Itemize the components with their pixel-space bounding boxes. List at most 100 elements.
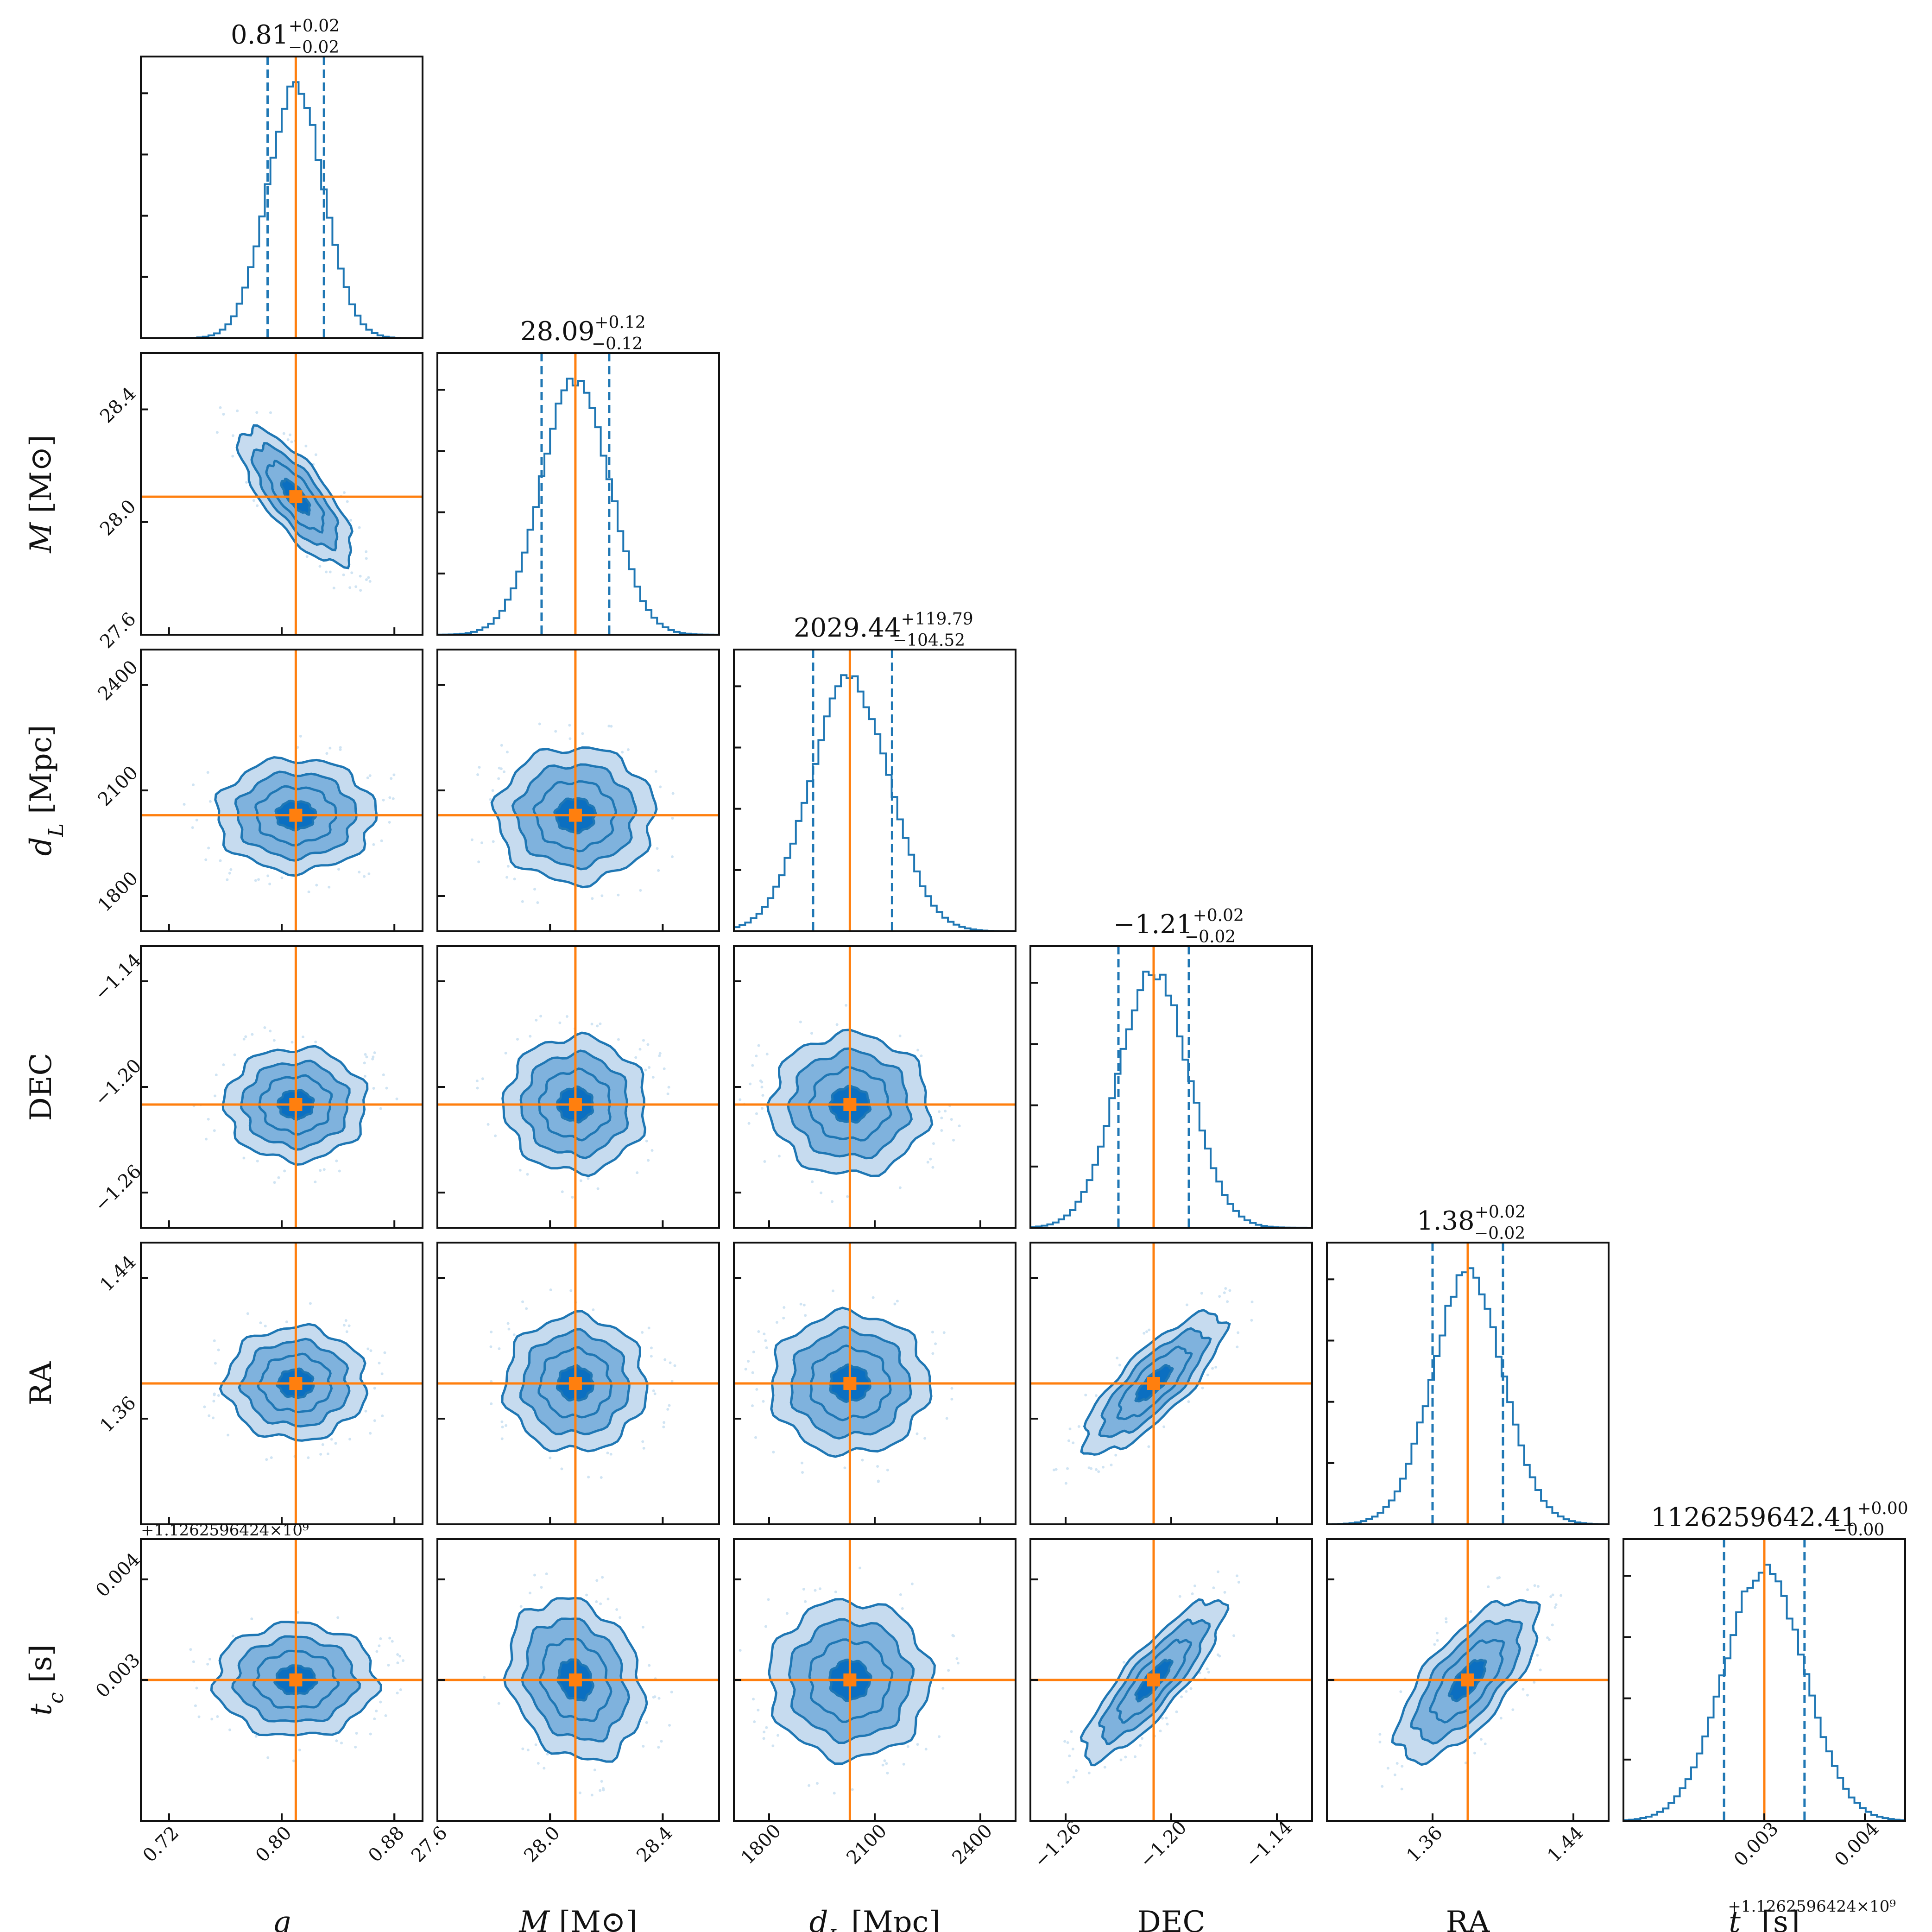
sample-point bbox=[1070, 1730, 1073, 1733]
sample-point bbox=[307, 890, 310, 894]
sample-point bbox=[1395, 1762, 1399, 1765]
sample-point bbox=[606, 1597, 610, 1601]
sample-point bbox=[1217, 1570, 1220, 1573]
sample-point bbox=[1066, 1467, 1069, 1470]
sample-point bbox=[595, 1579, 599, 1582]
sample-point bbox=[1147, 1445, 1150, 1448]
sample-point bbox=[268, 882, 271, 885]
sample-point bbox=[314, 1040, 317, 1043]
sample-point bbox=[395, 1097, 398, 1100]
sample-point bbox=[554, 730, 557, 733]
sample-point bbox=[558, 1021, 562, 1024]
title-DEC: −1.21+0.02 bbox=[1113, 906, 1244, 940]
sample-point bbox=[1218, 1295, 1221, 1298]
DEC-axis-label: DEC bbox=[24, 1053, 58, 1121]
truth-marker bbox=[289, 1673, 303, 1686]
sample-point bbox=[344, 1319, 347, 1322]
y-tick-label: −1.26 bbox=[90, 1161, 145, 1216]
x-tick-label: 1.44 bbox=[1543, 1822, 1588, 1867]
sample-point bbox=[951, 1634, 954, 1637]
sample-point bbox=[379, 1107, 382, 1110]
sample-point bbox=[645, 1721, 648, 1724]
sample-point bbox=[378, 1644, 381, 1648]
title-median-dL: 2029.44 bbox=[794, 613, 901, 643]
sample-point bbox=[1087, 1466, 1091, 1470]
x-tick-label: 28.4 bbox=[632, 1822, 677, 1867]
sample-point bbox=[536, 901, 539, 904]
sample-point bbox=[920, 1054, 923, 1057]
sample-point bbox=[363, 1061, 366, 1065]
sample-point bbox=[489, 1345, 492, 1348]
title-minus-tc: −0.00 bbox=[1833, 1521, 1884, 1540]
x-tick-label: −1.14 bbox=[1241, 1817, 1296, 1872]
sample-point bbox=[1237, 1580, 1240, 1584]
sample-point bbox=[385, 1086, 388, 1090]
sample-point bbox=[396, 1653, 399, 1656]
sample-point bbox=[503, 770, 506, 773]
truth-marker bbox=[289, 1377, 303, 1390]
sample-point bbox=[747, 1360, 750, 1363]
truth-marker bbox=[1147, 1673, 1160, 1686]
sample-point bbox=[1201, 1386, 1204, 1389]
sample-point bbox=[497, 777, 500, 780]
sample-point bbox=[195, 1686, 198, 1690]
sample-point bbox=[1189, 1687, 1193, 1690]
sample-point bbox=[1101, 1465, 1105, 1469]
sample-point bbox=[600, 894, 604, 897]
sample-point bbox=[814, 1589, 817, 1592]
contour-panel-tc-vs-DEC bbox=[1029, 1538, 1313, 1822]
sample-point bbox=[761, 1094, 764, 1097]
sample-point bbox=[881, 1763, 884, 1767]
title-plus-tc: +0.00 bbox=[1857, 1499, 1908, 1518]
sample-point bbox=[650, 1149, 654, 1152]
sample-point bbox=[876, 1465, 879, 1468]
sample-point bbox=[365, 578, 368, 581]
sample-point bbox=[366, 776, 369, 779]
sample-point bbox=[765, 1726, 768, 1729]
sample-point bbox=[851, 1788, 854, 1791]
sample-point bbox=[358, 526, 361, 529]
sample-point bbox=[764, 1625, 767, 1628]
x-tick-label: 0.004 bbox=[1831, 1818, 1883, 1871]
sample-point bbox=[481, 1077, 484, 1080]
sample-point bbox=[490, 1330, 493, 1333]
y-tick-label: 28.4 bbox=[96, 383, 140, 428]
sample-point bbox=[902, 1762, 905, 1766]
sample-point bbox=[660, 1740, 663, 1743]
sample-point bbox=[222, 1063, 225, 1067]
sample-point bbox=[340, 1742, 343, 1745]
title-q: 0.81+0.02 bbox=[231, 17, 340, 50]
title-minus-DEC: −0.02 bbox=[1185, 928, 1236, 947]
sample-point bbox=[339, 748, 342, 751]
sample-point bbox=[942, 1331, 946, 1334]
sample-point bbox=[365, 557, 368, 560]
histogram-DEC bbox=[1029, 971, 1313, 1229]
sample-point bbox=[192, 1660, 195, 1663]
sample-point bbox=[366, 1347, 370, 1351]
sample-point bbox=[1464, 1762, 1467, 1765]
sample-point bbox=[581, 732, 584, 735]
sample-point bbox=[270, 1456, 273, 1459]
sample-point bbox=[334, 1442, 337, 1445]
sample-point bbox=[1068, 1427, 1072, 1431]
title-plus-RA: +0.02 bbox=[1475, 1203, 1526, 1222]
sample-point bbox=[337, 868, 341, 871]
sample-point bbox=[1148, 1328, 1151, 1332]
sample-point bbox=[1549, 1595, 1553, 1598]
sample-point bbox=[644, 1068, 647, 1072]
sample-point bbox=[251, 1033, 254, 1036]
sample-point bbox=[899, 1593, 902, 1596]
sample-point bbox=[242, 1037, 246, 1041]
sample-point bbox=[763, 1160, 766, 1163]
sample-point bbox=[1193, 1584, 1196, 1587]
sample-point bbox=[950, 1118, 953, 1121]
sample-point bbox=[507, 1327, 511, 1331]
sample-point bbox=[242, 1156, 246, 1160]
sample-point bbox=[931, 1166, 934, 1169]
sample-point bbox=[328, 885, 331, 889]
sample-point bbox=[391, 797, 395, 800]
sample-point bbox=[765, 1346, 768, 1349]
sample-point bbox=[359, 589, 362, 592]
sample-point bbox=[314, 453, 317, 456]
sample-point bbox=[1436, 1639, 1439, 1642]
